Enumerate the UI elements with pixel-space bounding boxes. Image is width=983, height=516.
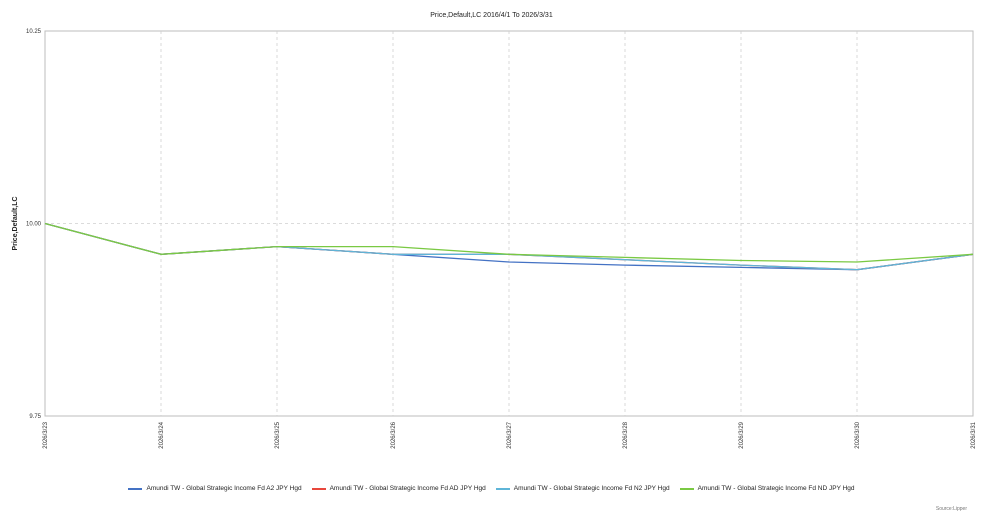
x-tick-label: 2026/3/31 bbox=[971, 421, 977, 448]
legend-swatch bbox=[495, 487, 510, 490]
legend-item[interactable]: Amundi TW - Global Strategic Income Fd N… bbox=[679, 485, 855, 492]
legend-swatch bbox=[128, 487, 143, 490]
x-tick-label: 2026/3/24 bbox=[159, 421, 165, 448]
x-tick-label: 2026/3/27 bbox=[507, 421, 513, 448]
x-tick-label: 2026/3/23 bbox=[43, 421, 49, 448]
chart-title: Price,Default,LC 2016/4/1 To 2026/3/31 bbox=[430, 12, 553, 19]
y-axis-label: Price,Default,LC bbox=[12, 196, 19, 250]
x-tick-label: 2026/3/28 bbox=[623, 421, 629, 448]
x-tick-label: 2026/3/30 bbox=[855, 421, 861, 448]
source-note: Source:Lipper bbox=[935, 506, 967, 512]
y-tick-label: 10.25 bbox=[26, 29, 42, 35]
x-tick-label: 2026/3/29 bbox=[739, 421, 745, 448]
legend-swatch bbox=[311, 487, 326, 490]
legend-item[interactable]: Amundi TW - Global Strategic Income Fd A… bbox=[128, 485, 302, 492]
legend-item[interactable]: Amundi TW - Global Strategic Income Fd A… bbox=[311, 485, 486, 492]
legend-item[interactable]: Amundi TW - Global Strategic Income Fd N… bbox=[495, 485, 670, 492]
series-line bbox=[44, 222, 974, 263]
legend-label: Amundi TW - Global Strategic Income Fd A… bbox=[146, 485, 302, 492]
y-tick-label: 10.00 bbox=[26, 222, 42, 228]
legend-label: Amundi TW - Global Strategic Income Fd N… bbox=[513, 485, 670, 492]
legend-label: Amundi TW - Global Strategic Income Fd A… bbox=[329, 485, 486, 492]
x-tick-label: 2026/3/25 bbox=[275, 421, 281, 448]
legend: Amundi TW - Global Strategic Income Fd A… bbox=[0, 485, 983, 492]
legend-swatch bbox=[679, 487, 694, 490]
y-tick-label: 9.75 bbox=[29, 414, 41, 420]
legend-label: Amundi TW - Global Strategic Income Fd N… bbox=[697, 485, 855, 492]
x-tick-label: 2026/3/26 bbox=[391, 421, 397, 448]
